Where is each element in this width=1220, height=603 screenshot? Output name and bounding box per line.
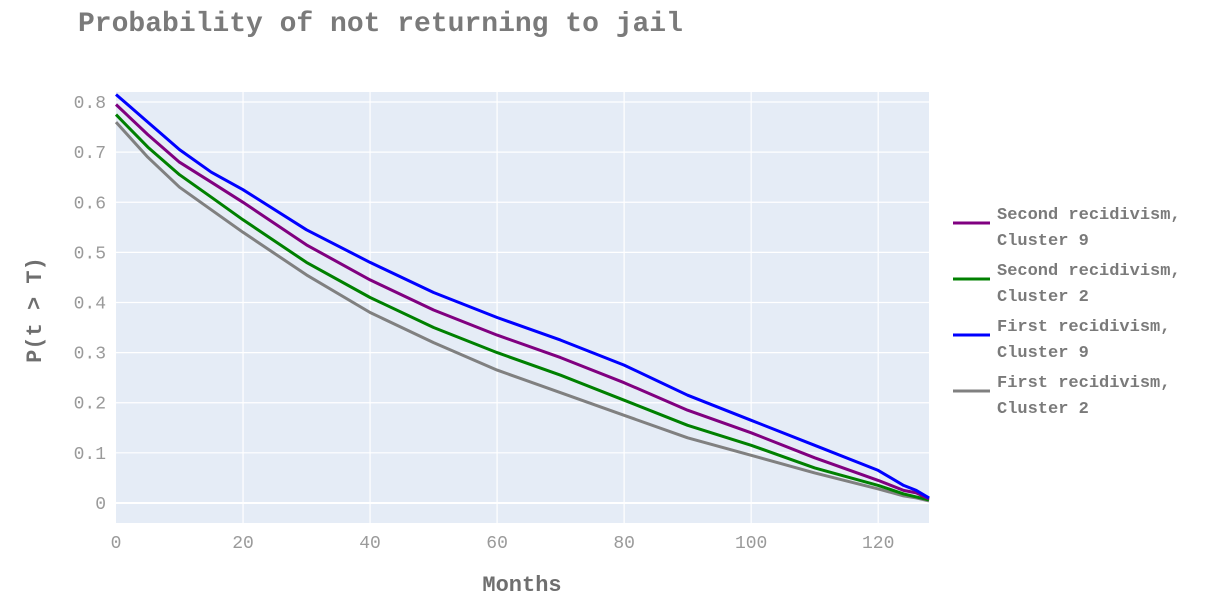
legend-label: First recidivism, (997, 374, 1170, 393)
chart-title: Probability of not returning to jail (78, 9, 683, 40)
legend-item[interactable]: Second recidivism, Cluster 2 (953, 262, 1181, 307)
plot-area (116, 92, 929, 523)
series-lines (114, 93, 930, 503)
x-tick-label: 60 (486, 534, 508, 554)
y-tick-label: 0.7 (74, 144, 106, 164)
y-tick-label: 0.8 (74, 94, 106, 114)
x-tick-label: 0 (111, 534, 122, 554)
grid-lines (116, 92, 929, 523)
legend-item[interactable]: First recidivism, Cluster 9 (953, 318, 1170, 363)
x-axis-title: Months (482, 573, 561, 598)
legend-label: Cluster 9 (997, 344, 1089, 363)
y-tick-label: 0.4 (74, 294, 106, 314)
y-axis-ticks: 0 0.1 0.2 0.3 0.4 0.5 0.6 0.7 0.8 (74, 94, 106, 515)
y-tick-label: 0.1 (74, 445, 106, 465)
x-axis-ticks: 0 20 40 60 80 100 120 (111, 534, 895, 554)
x-tick-label: 100 (735, 534, 767, 554)
x-tick-label: 120 (862, 534, 894, 554)
legend-label: Second recidivism, (997, 262, 1181, 281)
series-line (114, 121, 930, 503)
series-line (115, 93, 930, 500)
y-tick-label: 0.6 (74, 194, 106, 214)
legend-label: Cluster 2 (997, 400, 1089, 419)
legend-item[interactable]: Second recidivism, Cluster 9 (953, 206, 1181, 251)
x-tick-label: 20 (232, 534, 254, 554)
legend-label: First recidivism, (997, 318, 1170, 337)
x-tick-label: 80 (613, 534, 635, 554)
series-line (114, 103, 930, 501)
y-tick-label: 0 (95, 495, 106, 515)
legend-item[interactable]: First recidivism, Cluster 2 (953, 374, 1170, 419)
legend-label: Cluster 9 (997, 232, 1089, 251)
y-tick-label: 0.2 (74, 395, 106, 415)
x-tick-label: 40 (359, 534, 381, 554)
y-tick-label: 0.5 (74, 244, 106, 264)
y-tick-label: 0.3 (74, 345, 106, 365)
legend-label: Second recidivism, (997, 206, 1181, 225)
y-axis-title: P(t > T) (23, 257, 48, 363)
series-line (114, 113, 930, 502)
legend-label: Cluster 2 (997, 288, 1089, 307)
